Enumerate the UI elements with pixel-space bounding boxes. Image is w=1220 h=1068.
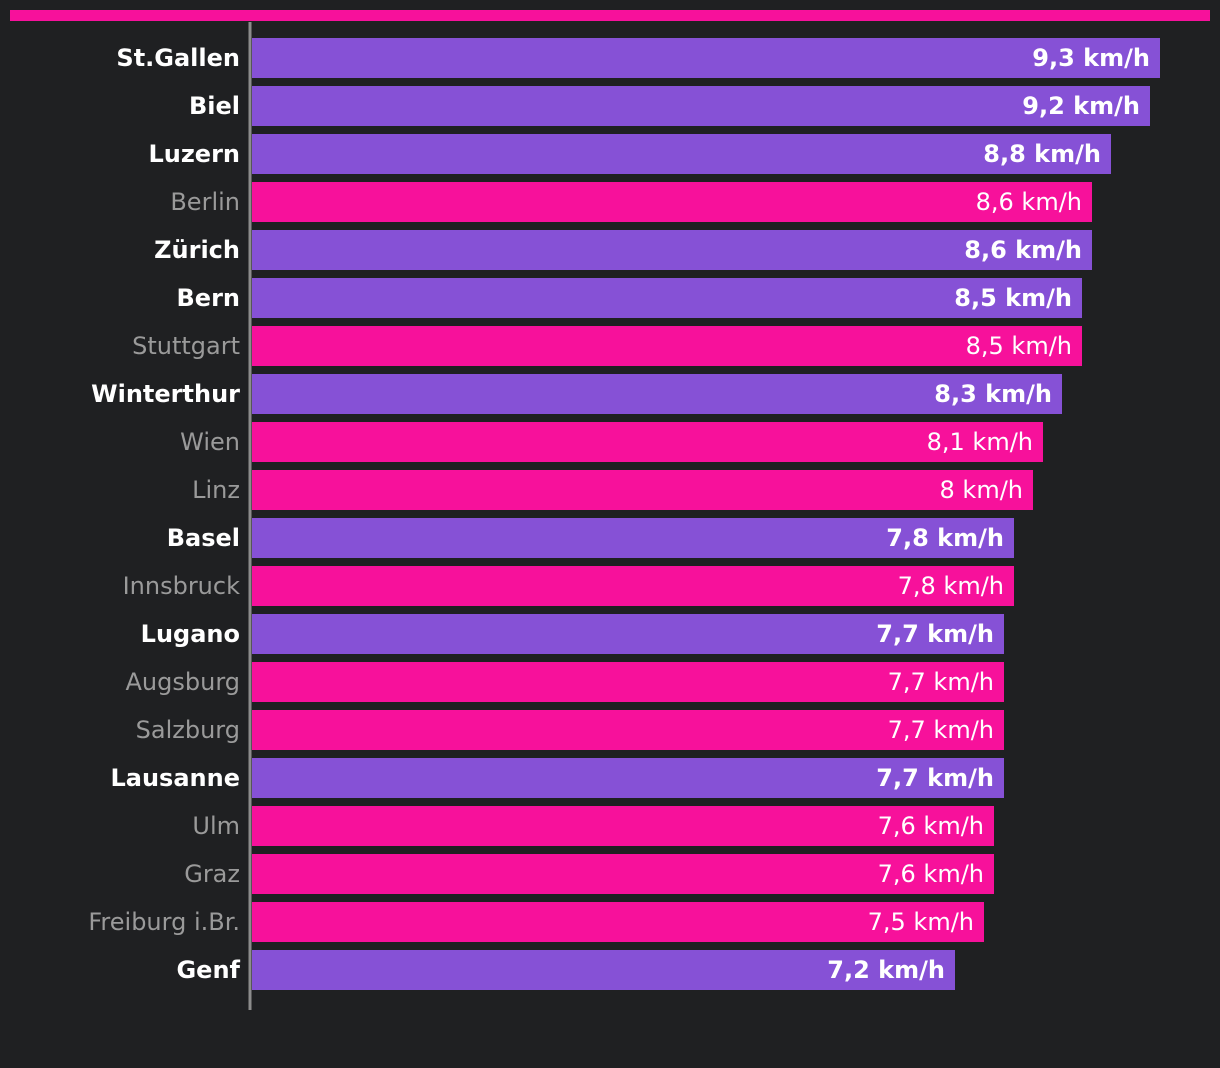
bar-7	[252, 374, 1062, 414]
bar-1	[252, 86, 1150, 126]
category-label-17: Graz	[184, 860, 240, 888]
value-label-12: 7,7 km/h	[876, 620, 994, 648]
value-label-2: 8,8 km/h	[983, 140, 1101, 168]
bar-16	[252, 806, 994, 846]
value-label-8: 8,1 km/h	[927, 428, 1033, 456]
category-label-15: Lausanne	[110, 764, 240, 792]
category-label-1: Biel	[189, 92, 240, 120]
category-label-4: Zürich	[154, 236, 240, 264]
bar-4	[252, 230, 1092, 270]
bar-12	[252, 614, 1004, 654]
category-label-3: Berlin	[170, 188, 240, 216]
value-label-4: 8,6 km/h	[964, 236, 1082, 264]
value-label-10: 7,8 km/h	[886, 524, 1004, 552]
bar-8	[252, 422, 1043, 462]
category-label-10: Basel	[167, 524, 240, 552]
bar-2	[252, 134, 1111, 174]
category-label-12: Lugano	[141, 620, 240, 648]
category-label-16: Ulm	[192, 812, 240, 840]
category-label-7: Winterthur	[91, 380, 240, 408]
value-label-3: 8,6 km/h	[976, 188, 1082, 216]
bar-6	[252, 326, 1082, 366]
bar-17	[252, 854, 994, 894]
bar-3	[252, 182, 1092, 222]
bar-15	[252, 758, 1004, 798]
bar-5	[252, 278, 1082, 318]
value-label-7: 8,3 km/h	[934, 380, 1052, 408]
value-label-9: 8 km/h	[940, 476, 1023, 504]
category-label-13: Augsburg	[126, 668, 241, 696]
value-label-5: 8,5 km/h	[954, 284, 1072, 312]
value-label-14: 7,7 km/h	[888, 716, 994, 744]
bar-10	[252, 518, 1014, 558]
bar-0	[252, 38, 1160, 78]
bar-13	[252, 662, 1004, 702]
bar-19	[252, 950, 955, 990]
bar-18	[252, 902, 984, 942]
category-label-14: Salzburg	[136, 716, 240, 744]
value-label-6: 8,5 km/h	[966, 332, 1072, 360]
category-label-18: Freiburg i.Br.	[88, 908, 240, 936]
value-label-11: 7,8 km/h	[898, 572, 1004, 600]
category-label-5: Bern	[177, 284, 241, 312]
category-label-11: Innsbruck	[123, 572, 241, 600]
value-label-15: 7,7 km/h	[876, 764, 994, 792]
bar-9	[252, 470, 1033, 510]
category-label-19: Genf	[176, 956, 240, 984]
value-label-19: 7,2 km/h	[827, 956, 945, 984]
category-label-8: Wien	[180, 428, 240, 456]
category-label-6: Stuttgart	[132, 332, 240, 360]
bar-11	[252, 566, 1014, 606]
value-label-0: 9,3 km/h	[1032, 44, 1150, 72]
value-label-17: 7,6 km/h	[878, 860, 984, 888]
value-label-13: 7,7 km/h	[888, 668, 994, 696]
bar-14	[252, 710, 1004, 750]
category-label-9: Linz	[192, 476, 240, 504]
category-label-2: Luzern	[148, 140, 240, 168]
value-label-18: 7,5 km/h	[868, 908, 974, 936]
top-accent-bar	[10, 10, 1210, 21]
category-label-0: St.Gallen	[116, 44, 240, 72]
value-label-1: 9,2 km/h	[1022, 92, 1140, 120]
value-label-16: 7,6 km/h	[878, 812, 984, 840]
